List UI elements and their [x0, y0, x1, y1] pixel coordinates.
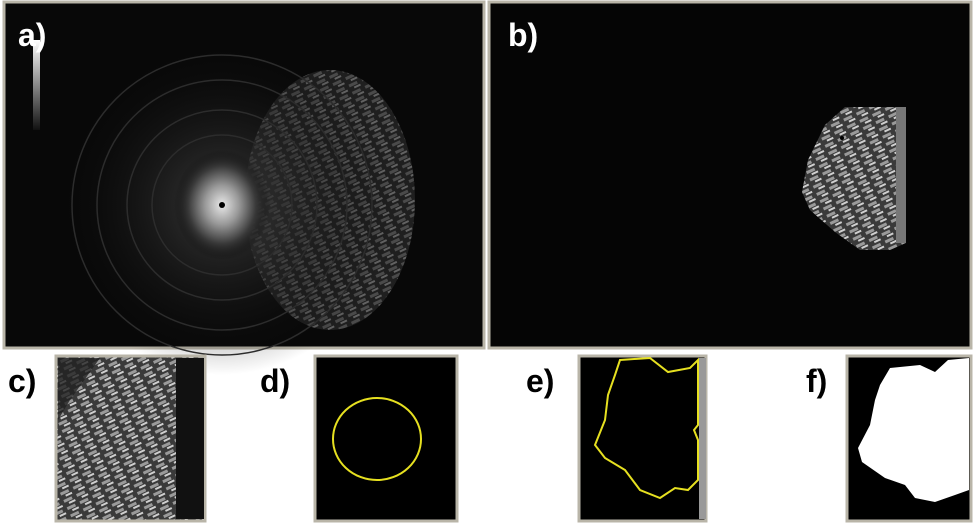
panel-label: b): [508, 17, 538, 53]
page: a) b) c) d) e) f) (() => { const data = …: [0, 0, 974, 523]
seed-point: [840, 136, 844, 140]
figure: a) b) c) d) e) f): [0, 0, 974, 523]
gray-scale-bar: [33, 40, 40, 130]
info-area: [390, 20, 470, 80]
edge-strip: [699, 358, 706, 519]
panel-label: c): [8, 363, 36, 399]
center-dot: [219, 202, 225, 208]
panel-d-image: [315, 356, 457, 521]
panel-label: a): [18, 17, 46, 53]
panel-label: f): [806, 363, 827, 399]
panel-label: e): [526, 363, 554, 399]
dark-strip: [176, 358, 204, 519]
panel-label: d): [260, 363, 290, 399]
region-edge: [896, 107, 906, 243]
